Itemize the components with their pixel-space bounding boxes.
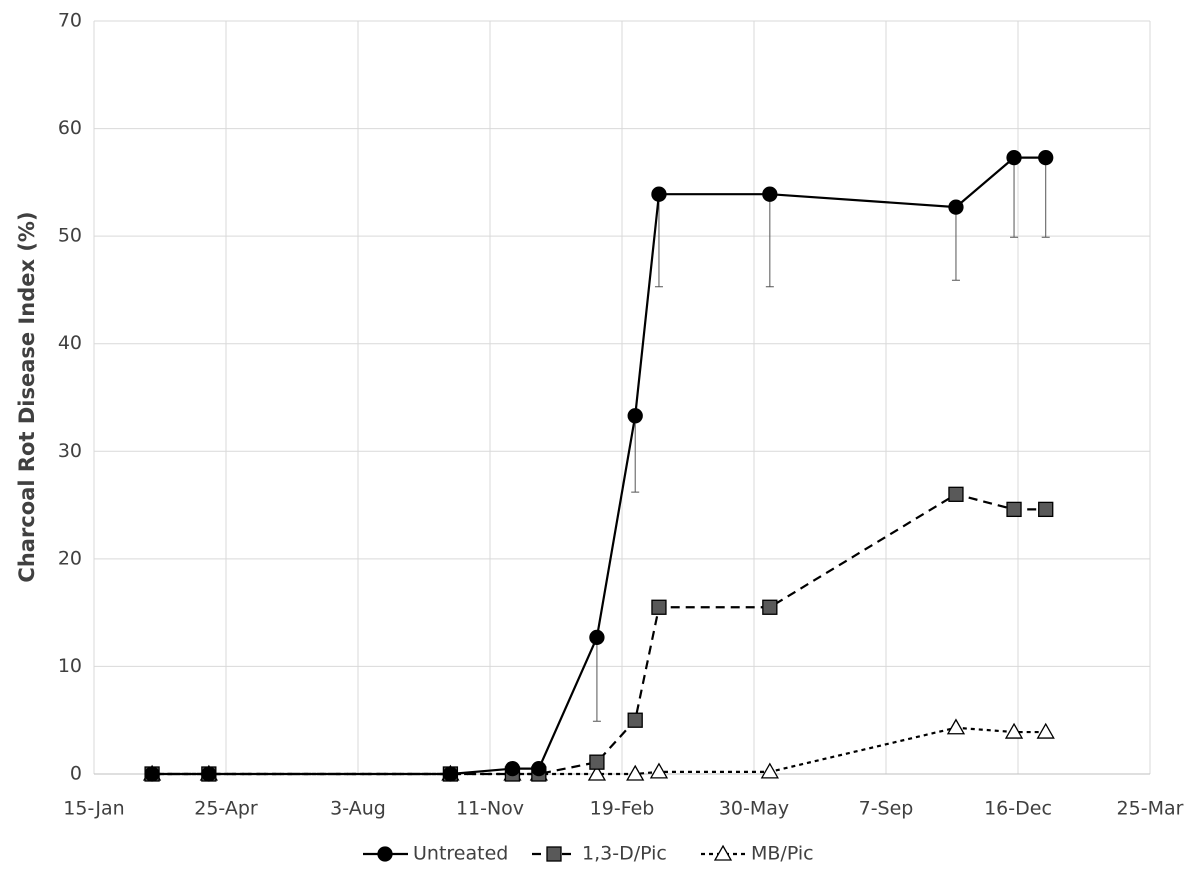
series-line [152, 156, 1046, 776]
marker [762, 599, 778, 615]
error-bar [1041, 157, 1050, 238]
marker [626, 764, 645, 781]
y-tick-label: 0 [70, 763, 82, 785]
y-tick-label: 40 [58, 332, 82, 354]
marker [627, 712, 643, 728]
marker [531, 760, 547, 777]
x-tick-label: 19-Feb [590, 798, 655, 820]
x-tick-label: 7-Sep [859, 798, 914, 820]
y-tick-label: 10 [58, 655, 82, 677]
marker [144, 766, 160, 782]
marker [651, 599, 667, 615]
legend-label: Untreated [413, 843, 508, 865]
y-axis-label: Charcoal Rot Disease Index (%) [15, 211, 39, 582]
error-bar [951, 207, 960, 281]
error-bar [765, 194, 774, 288]
legend-label: MB/Pic [751, 843, 814, 865]
marker [760, 762, 779, 779]
error-bar [654, 194, 663, 288]
marker [713, 844, 733, 861]
error-bar [592, 637, 601, 722]
marker [377, 846, 393, 862]
marker [627, 408, 643, 424]
marker [504, 760, 521, 777]
marker [948, 199, 964, 215]
y-tick-label: 70 [58, 10, 82, 32]
marker [651, 186, 667, 202]
y-tick-label: 20 [58, 547, 82, 569]
marker [1036, 722, 1055, 739]
y-tick-label: 60 [58, 117, 82, 139]
error-bar [1010, 157, 1019, 238]
marker [1004, 722, 1024, 739]
y-tick-label: 30 [58, 440, 82, 462]
x-tick-label: 25-Mar [1117, 798, 1184, 820]
marker [649, 762, 669, 779]
marker [546, 846, 562, 862]
x-tick-label: 30-May [719, 798, 789, 820]
x-tick-label: 15-Jan [63, 798, 124, 820]
marker [1038, 149, 1054, 166]
marker [1006, 149, 1022, 166]
marker [587, 764, 607, 781]
marker [946, 718, 966, 735]
y-tick-label: 50 [58, 225, 82, 247]
marker [442, 766, 459, 782]
marker [201, 766, 217, 782]
marker [1038, 501, 1054, 518]
x-tick-label: 11-Nov [456, 798, 524, 820]
legend-item: 1,3-D/Pic [532, 843, 667, 865]
marker [762, 186, 778, 202]
marker [589, 754, 605, 770]
marker [589, 629, 605, 646]
legend-item: MB/Pic [701, 843, 814, 865]
error-bar [631, 415, 640, 493]
x-tick-label: 16-Dec [984, 798, 1052, 820]
legend-item: Untreated [363, 843, 508, 865]
x-tick-label: 3-Aug [330, 798, 386, 820]
legend-label: 1,3-D/Pic [582, 843, 667, 865]
marker [948, 486, 964, 502]
marker [1006, 501, 1022, 518]
x-tick-label: 25-Apr [194, 798, 258, 820]
